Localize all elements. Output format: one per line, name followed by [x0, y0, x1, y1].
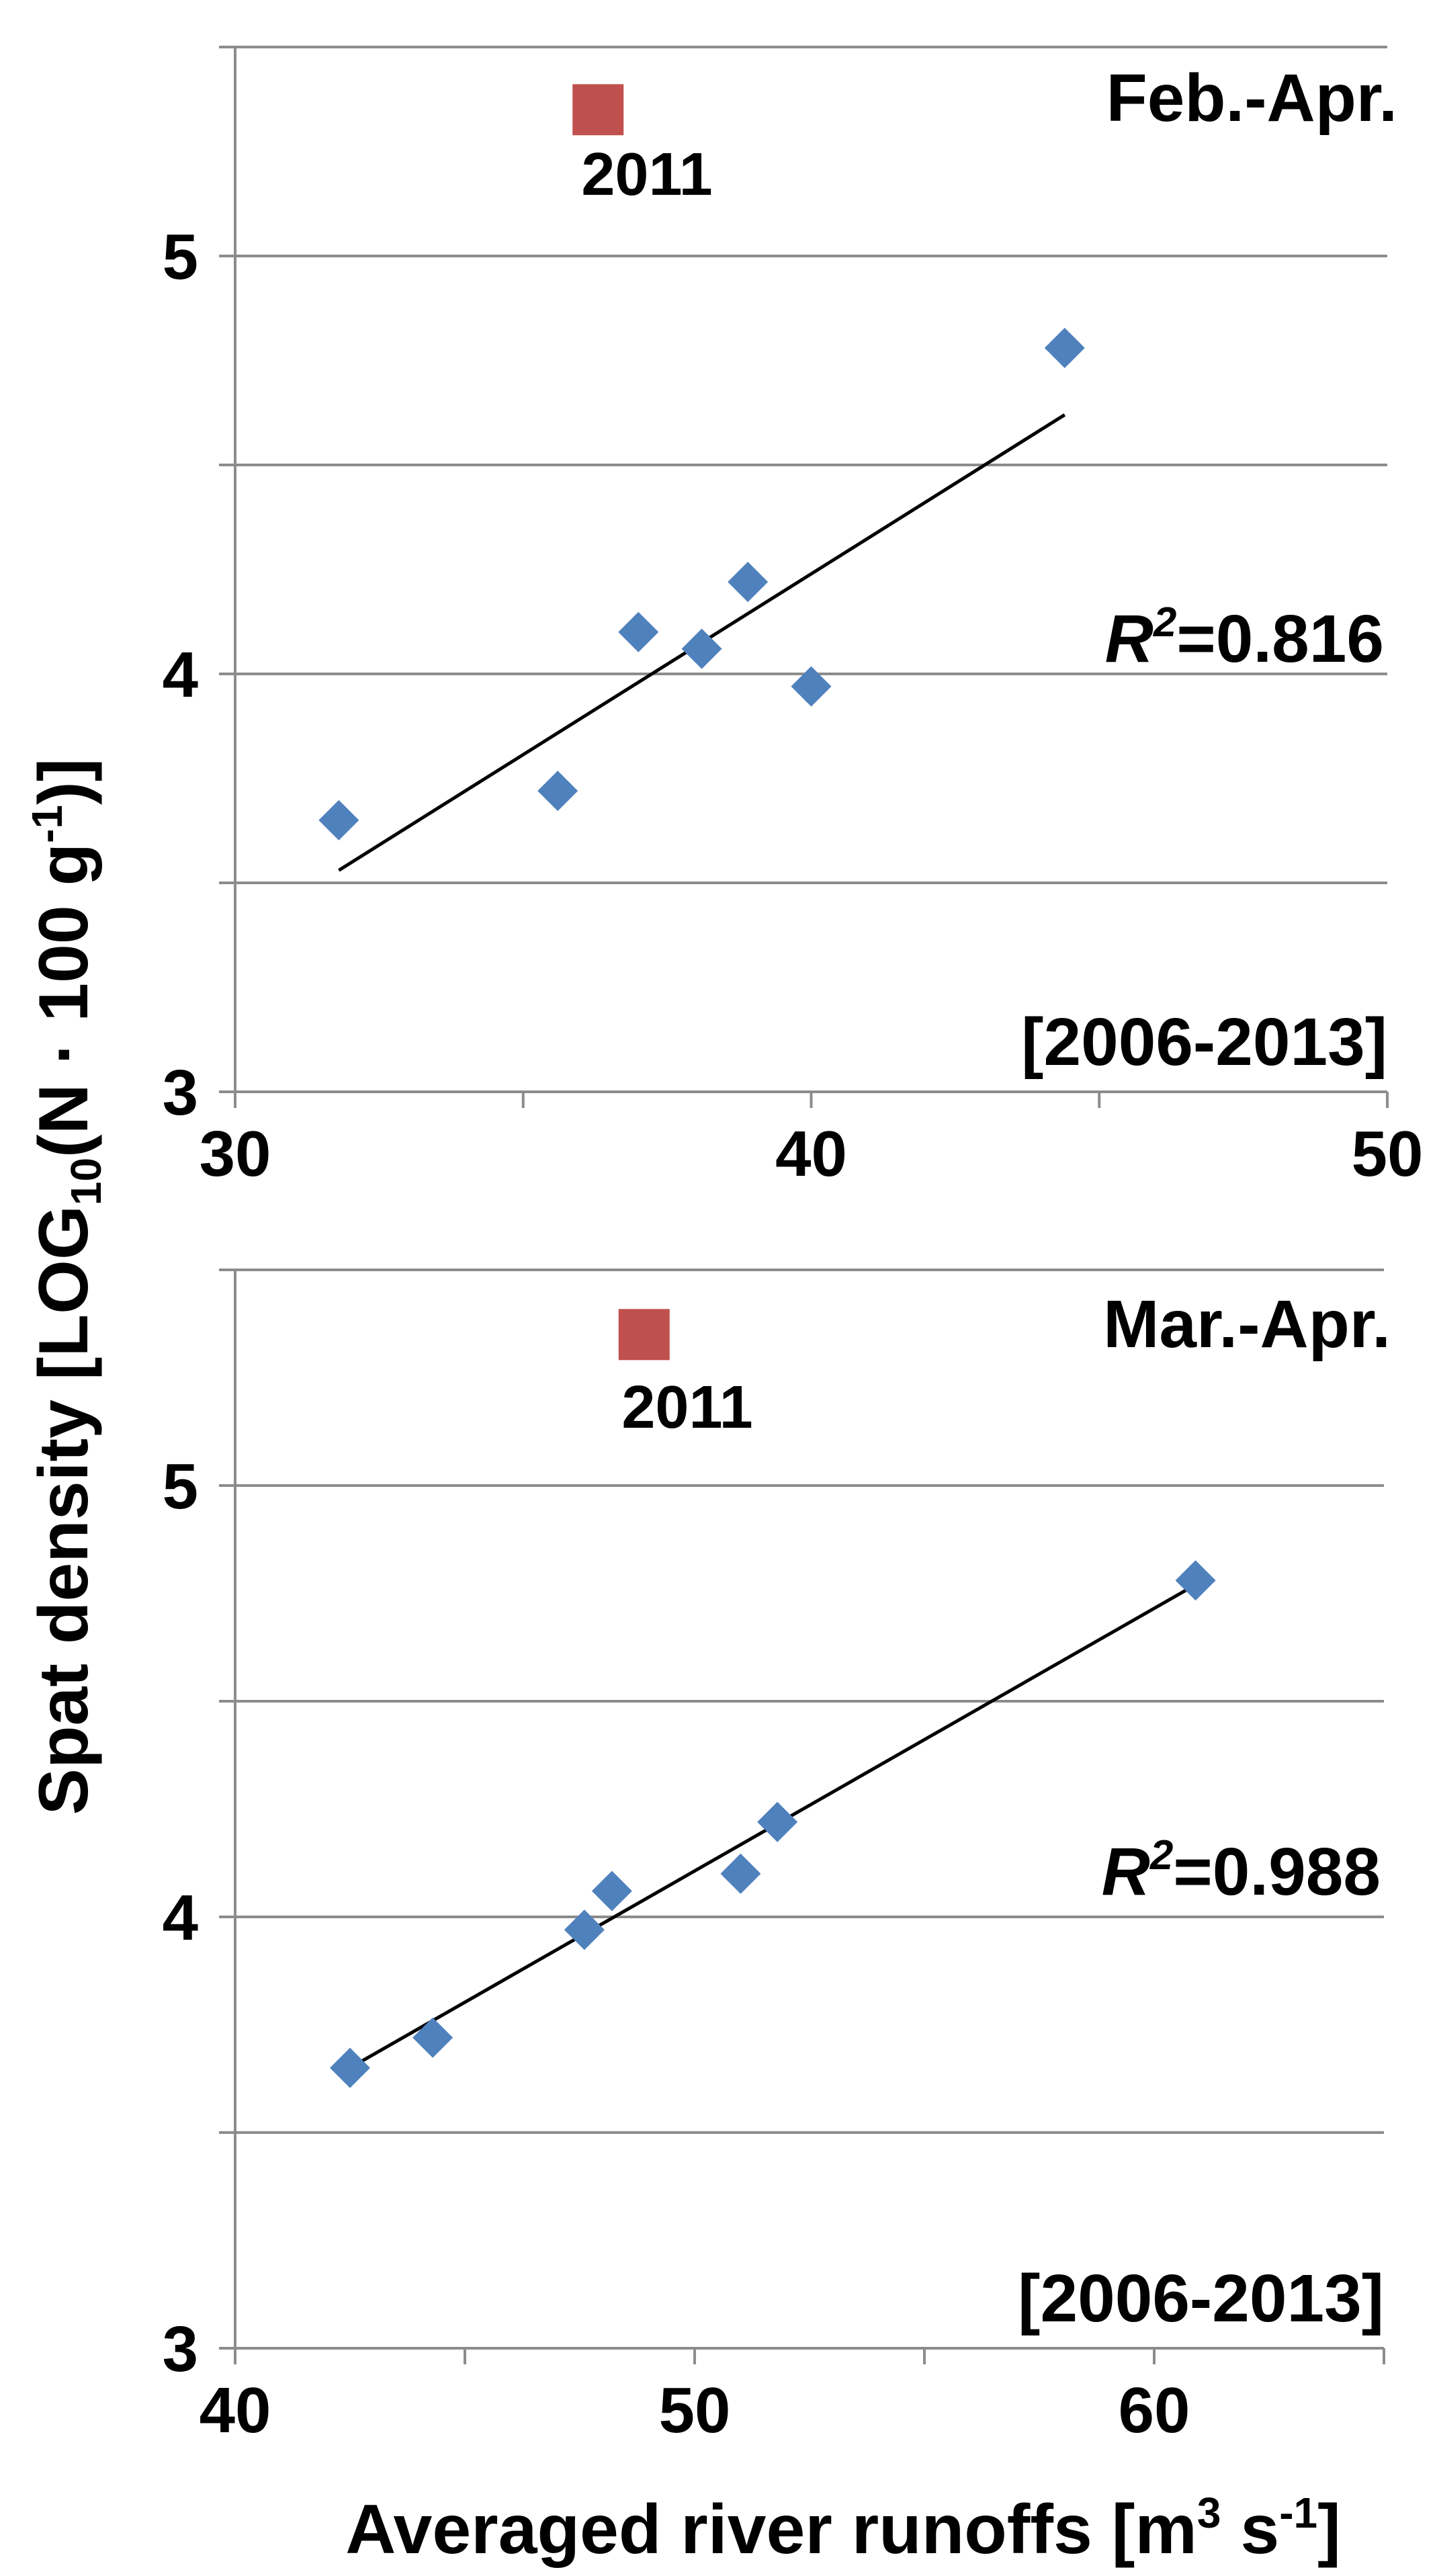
y-axis-label-text-2: (N · 100 g — [25, 843, 103, 1158]
period-label: [2006-2013] — [1018, 2261, 1384, 2336]
data-point — [791, 666, 832, 707]
panel-mar-apr: 3 4 5 40 50 60 Mar.-Apr. R2=0.988 [2006-2013]… — [163, 1269, 1391, 2446]
data-point — [757, 1801, 798, 1842]
data-point — [330, 2047, 370, 2088]
r2-annotation: R2=0.816 — [1105, 599, 1384, 677]
y-axis-label-superscript: -1 — [23, 805, 71, 843]
panel-label: Feb.-Apr. — [1106, 60, 1397, 136]
panel-feb-apr: 3 4 5 30 40 50 Feb.-Apr. R2=0.816 [2006-2013]… — [163, 46, 1424, 1190]
highlight-label-2011: 2011 — [621, 1374, 752, 1441]
y-tick-label: 5 — [163, 221, 198, 293]
y-axis-label: Spat density [LOG10(N · 100 g-1)] — [23, 759, 110, 1815]
r2-superscript: 2 — [1153, 599, 1176, 646]
r2-superscript: 2 — [1149, 1832, 1173, 1879]
x-tick-label: 60 — [1119, 2374, 1190, 2446]
r2-symbol: R — [1102, 1834, 1150, 1909]
x-tick-label: 50 — [659, 2374, 731, 2446]
r2-value: =0.988 — [1173, 1834, 1381, 1909]
data-point — [618, 611, 659, 652]
y-axis-label-text: Spat density [LOG — [25, 1205, 103, 1815]
r2-annotation: R2=0.988 — [1102, 1832, 1381, 1909]
x-axis-label-superscript-2: -1 — [1279, 2489, 1317, 2537]
data-point — [681, 628, 722, 669]
data-point — [564, 1909, 605, 1950]
r2-symbol: R — [1105, 601, 1153, 677]
r2-value: =0.816 — [1176, 601, 1384, 677]
y-axis-label-text-3: )] — [25, 759, 103, 805]
y-tick-label: 3 — [163, 2313, 198, 2385]
x-axis-label-text-3: ] — [1317, 2491, 1341, 2569]
y-tick-label: 4 — [163, 639, 198, 711]
x-tick-label: 30 — [200, 1118, 271, 1190]
data-point — [1044, 327, 1085, 368]
highlight-point-2011 — [572, 84, 624, 136]
x-axis-label-text: Averaged river runoffs [m — [345, 2491, 1197, 2569]
y-tick-label: 3 — [163, 1057, 198, 1129]
data-point — [537, 771, 578, 812]
x-axis-label-text-2: s — [1221, 2491, 1279, 2569]
data-point — [591, 1871, 632, 1912]
y-tick-label: 4 — [163, 1882, 198, 1954]
highlight-label-2011: 2011 — [581, 141, 712, 208]
x-axis-label-superscript-1: 3 — [1197, 2489, 1221, 2537]
y-axis-label-subscript: 10 — [62, 1158, 110, 1205]
highlight-point-2011 — [618, 1309, 670, 1361]
x-tick-label: 50 — [1352, 1118, 1424, 1190]
data-point — [318, 800, 359, 841]
data-point — [412, 2017, 453, 2058]
data-point — [728, 562, 769, 603]
data-point — [1175, 1560, 1216, 1601]
period-label: [2006-2013] — [1021, 1004, 1387, 1080]
x-tick-label: 40 — [200, 2374, 271, 2446]
x-tick-label: 40 — [775, 1118, 847, 1190]
data-point — [720, 1853, 761, 1894]
y-tick-label: 5 — [163, 1451, 198, 1522]
x-axis-label: Averaged river runoffs [m3 s-1] — [345, 2489, 1340, 2569]
panel-label: Mar.-Apr. — [1103, 1287, 1391, 1362]
